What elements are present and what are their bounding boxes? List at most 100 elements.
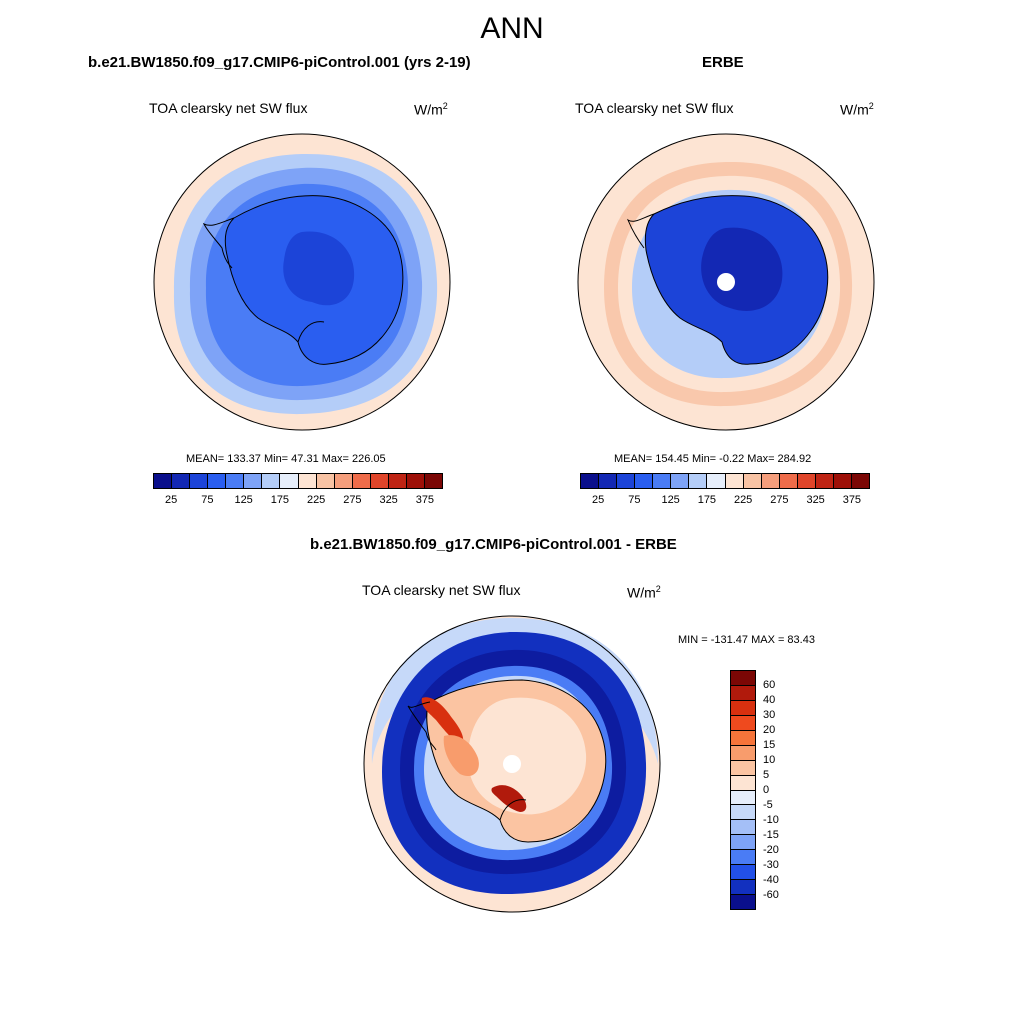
model-polar-map [153,133,451,431]
colorbar-swatch [689,474,708,488]
colorbar-swatch [653,474,672,488]
antarctic-peninsula [626,213,655,249]
obs-colorbar [580,473,870,489]
colorbar-swatch [851,474,869,488]
colorbar-swatch [815,474,834,488]
ross-hotspot [491,785,527,812]
model-stats: MEAN= 133.37 Min= 47.31 Max= 226.05 [186,453,386,465]
colorbar-tick-label: -5 [763,799,773,811]
colorbar-tick-label: -15 [763,829,779,841]
obs-stats: MEAN= 154.45 Min= -0.22 Max= 284.92 [614,453,812,465]
plateau-core [283,231,355,306]
colorbar-tick-label: 175 [697,494,717,506]
pole-hole [503,755,521,773]
colorbar-swatch [731,880,755,896]
colorbar-tick-label: 125 [661,494,680,506]
colorbar-tick-label: 25 [592,494,605,506]
difference-units-label: W/m2 [627,584,661,601]
colorbar-swatch [707,474,726,488]
colorbar-swatch [635,474,654,488]
colorbar-swatch [833,474,852,488]
obs-units-label: W/m2 [840,101,874,118]
colorbar-tick-label: -60 [763,889,779,901]
colorbar-swatch [370,474,389,488]
colorbar-tick-label: 75 [201,494,214,506]
colorbar-swatch [731,820,755,836]
colorbar-swatch [779,474,798,488]
colorbar-swatch [581,474,600,488]
colorbar-tick-label: 325 [379,494,398,506]
colorbar-tick-label: -40 [763,874,779,886]
colorbar-swatch [731,671,755,686]
figure-title: ANN [480,12,544,45]
colorbar-tick-label: 75 [628,494,641,506]
difference-polar-map [363,615,661,913]
colorbar-swatch [731,775,755,791]
colorbar-swatch [599,474,618,488]
colorbar-swatch [731,805,755,821]
difference-colorbar-ticks: 60 40 30 20 15 10 5 0 -5 -10 -15 -20 -30 -40 -60 [763,670,803,910]
colorbar-swatch [190,474,209,488]
peninsula-outline [407,701,437,751]
obs-colorbar-ticks: 25 75 125 175 225 275 325 375 [580,494,870,508]
difference-colorbar [730,670,756,910]
colorbar-swatch [226,474,245,488]
colorbar-tick-label: 225 [733,494,753,506]
ross-shelf [297,321,325,343]
colorbar-swatch [352,474,371,488]
difference-variable-label: TOA clearsky net SW flux [362,582,521,598]
model-panel-title: b.e21.BW1850.f09_g17.CMIP6-piControl.001… [88,54,471,71]
colorbar-tick-label: 25 [165,494,178,506]
colorbar-swatch [797,474,816,488]
colorbar-tick-label: 15 [763,739,776,751]
plateau-core [701,227,783,311]
model-variable-label: TOA clearsky net SW flux [149,100,308,116]
map-boundary [153,133,451,431]
colorbar-tick-label: -20 [763,844,779,856]
antarctic-peninsula [202,217,235,269]
colorbar-swatch [388,474,407,488]
colorbar-swatch [262,474,281,488]
colorbar-tick-label: 0 [763,784,770,796]
colorbar-swatch [731,685,755,701]
colorbar-tick-label: 275 [770,494,789,506]
model-units-label: W/m2 [414,101,448,118]
obs-polar-map [577,133,875,431]
colorbar-tick-label: 5 [763,769,770,781]
colorbar-swatch [725,474,744,488]
colorbar-tick-label: 325 [806,494,825,506]
colorbar-swatch [424,474,442,488]
colorbar-swatch [316,474,335,488]
difference-panel-title: b.e21.BW1850.f09_g17.CMIP6-piControl.001… [310,536,677,553]
colorbar-swatch [671,474,690,488]
colorbar-tick-label: 30 [763,709,776,721]
colorbar-swatch [731,895,755,909]
colorbar-swatch [334,474,353,488]
difference-stats: MIN = -131.47 MAX = 83.43 [678,634,815,646]
colorbar-swatch [731,865,755,881]
colorbar-tick-label: -30 [763,859,779,871]
colorbar-swatch [208,474,227,488]
ross-outline [499,799,527,821]
colorbar-tick-label: 225 [306,494,326,506]
peninsula-hotspot [421,697,464,746]
obs-panel-title: ERBE [702,54,744,71]
colorbar-tick-label: 10 [763,754,776,766]
colorbar-tick-label: 20 [763,724,776,736]
colorbar-swatch [280,474,299,488]
colorbar-swatch [298,474,317,488]
colorbar-swatch [731,730,755,746]
colorbar-swatch [154,474,173,488]
colorbar-tick-label: 375 [415,494,435,506]
obs-variable-label: TOA clearsky net SW flux [575,100,734,116]
colorbar-swatch [731,745,755,761]
colorbar-tick-label: 40 [763,694,776,706]
colorbar-tick-label: -10 [763,814,779,826]
colorbar-swatch [731,700,755,716]
colorbar-tick-label: 125 [234,494,253,506]
colorbar-swatch [172,474,191,488]
model-colorbar [153,473,443,489]
map-boundary [363,615,661,913]
colorbar-swatch [761,474,780,488]
colorbar-swatch [406,474,425,488]
